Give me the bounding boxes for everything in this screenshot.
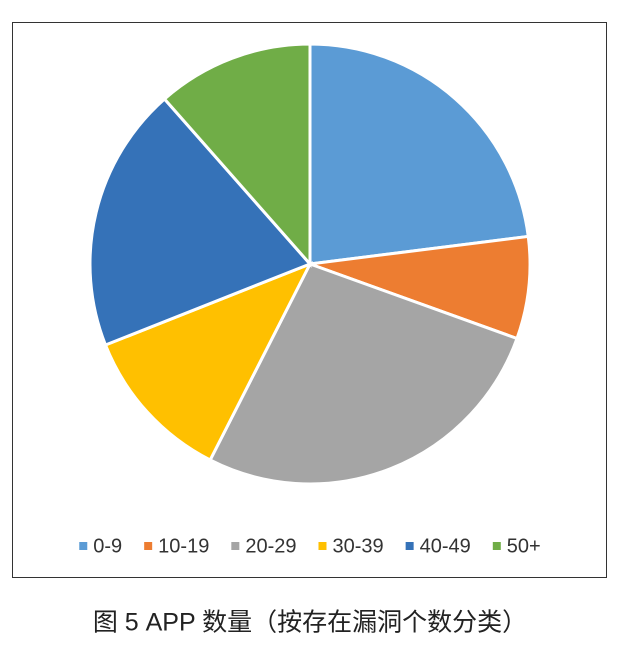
- legend-label: 0-9: [93, 535, 122, 557]
- pie-slice: [162, 42, 312, 268]
- legend-label: 30-39: [332, 535, 383, 557]
- legend-label: 10-19: [158, 535, 209, 557]
- pie-slice: [309, 234, 532, 341]
- legend-swatch: [79, 542, 88, 550]
- legend-swatch: [318, 542, 327, 550]
- pie-slice: [308, 42, 530, 266]
- chart-title: 图 5 APP 数量（按存在漏洞个数分类）: [93, 609, 527, 637]
- legend-swatch: [144, 542, 153, 550]
- legend-swatch: [492, 542, 501, 550]
- legend-label: 50+: [507, 535, 541, 557]
- legend-swatch: [231, 542, 240, 550]
- pie-slice: [88, 96, 313, 347]
- pie-slice: [208, 262, 519, 486]
- legend-label: 20-29: [245, 535, 296, 557]
- pie-slice: [103, 261, 314, 463]
- legend-label: 40-49: [420, 535, 471, 557]
- legend-swatch: [405, 542, 414, 550]
